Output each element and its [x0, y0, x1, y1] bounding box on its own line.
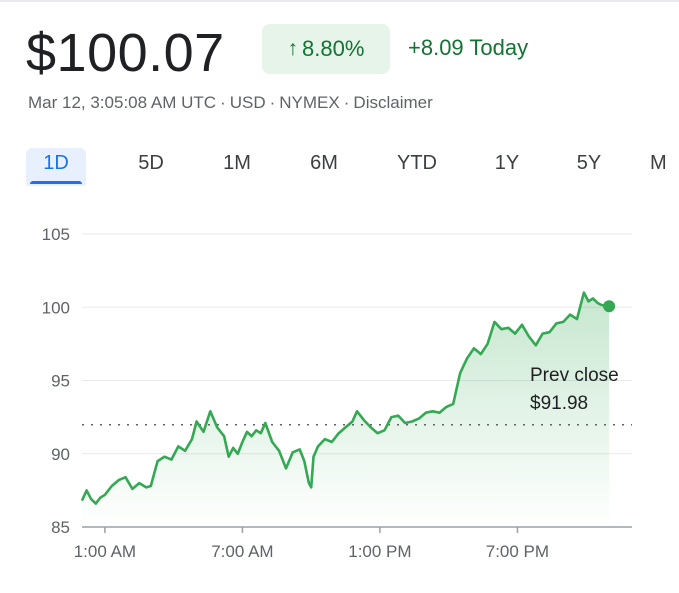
tab-5y[interactable]: 5Y [576, 152, 602, 174]
tab-6m[interactable]: 6M [310, 152, 338, 174]
tab-5d[interactable]: 5D [138, 152, 164, 174]
current-price: $100.07 [26, 23, 225, 83]
tab-1m[interactable]: 1M [223, 152, 251, 174]
absolute-change-today: +8.09 Today [408, 35, 529, 60]
current-price-dot[interactable] [603, 300, 616, 313]
price-line[interactable] [80, 291, 610, 505]
meta-separator: · [343, 93, 350, 112]
range-tabs: 1D 5D 1M 6M YTD 1Y 5Y M [0, 148, 679, 188]
quote-meta: Mar 12, 3:05:08 AM UTC · USD · NYMEX · Disclai… [28, 92, 433, 114]
meta-separator: · [220, 93, 226, 112]
x-tick-label: 1:00 AM [74, 542, 136, 561]
tab-max[interactable]: M [650, 152, 667, 174]
y-tick-label: 105 [42, 225, 70, 244]
y-tick-label: 85 [51, 518, 70, 537]
x-tick-label: 7:00 AM [211, 542, 273, 561]
meta-separator: · [269, 93, 276, 112]
y-tick-label: 90 [51, 445, 70, 464]
disclaimer-link[interactable]: Disclaimer [353, 93, 433, 112]
prev-close-value: $91.98 [530, 393, 588, 414]
x-tick-label: 7:00 PM [486, 542, 549, 561]
prev-close-label: Prev close [530, 365, 619, 386]
percent-change-chip: ↑ 8.80% [262, 24, 390, 74]
y-tick-label: 95 [51, 372, 70, 391]
currency: USD [229, 93, 266, 112]
tab-1y[interactable]: 1Y [494, 152, 520, 174]
arrow-up-icon: ↑ [287, 37, 299, 60]
price-chart: 85 90 95 100 105 1:00 AM 7:00 AM 1:00 PM 7:00 P… [42, 225, 632, 561]
y-tick-label: 100 [42, 298, 70, 317]
tab-ytd[interactable]: YTD [397, 152, 437, 174]
percent-change-value: 8.80% [302, 36, 365, 61]
exchange: NYMEX [279, 93, 340, 112]
x-tick-label: 1:00 PM [348, 542, 411, 561]
timestamp: Mar 12, 3:05:08 AM UTC [28, 93, 217, 112]
top-divider [0, 0, 679, 2]
tab-1d[interactable]: 1D [26, 148, 86, 186]
